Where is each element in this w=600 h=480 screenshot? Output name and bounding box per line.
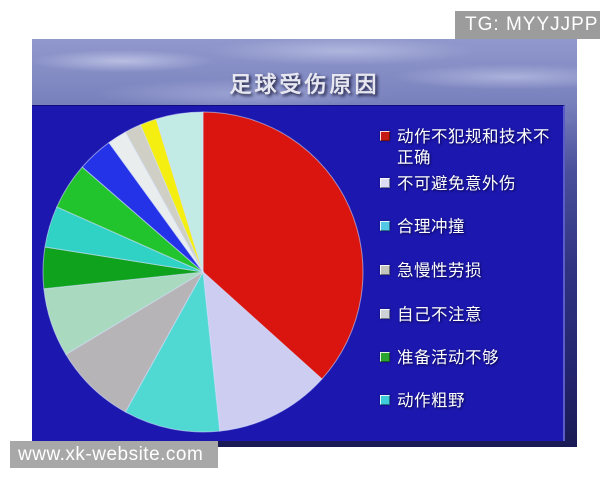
pie-slice-3 [124, 270, 221, 433]
bottom-watermark: www.xk-website.com [10, 441, 218, 468]
pie-slice-2 [202, 270, 323, 432]
legend-color-swatch [380, 265, 390, 275]
legend-item: 准备活动不够 [380, 347, 564, 368]
legend-label: 自己不注意 [397, 305, 482, 324]
legend-label: 不可避免意外伤 [397, 174, 516, 193]
legend-label: 急慢性劳损 [397, 261, 482, 280]
legend-item: 合理冲撞 [380, 216, 564, 237]
chart-area: 动作不犯规和技术不正确 不可避免意外伤 合理冲撞 急慢性劳损 自己不注意 准备活… [32, 105, 565, 441]
legend-label: 准备活动不够 [397, 348, 499, 367]
slide: 足球受伤原因 动作不犯规和技术不正确 不可避免意外伤 合理冲撞 急慢性劳损 [32, 39, 577, 447]
legend-item: 自己不注意 [380, 304, 564, 325]
legend-color-swatch [380, 178, 390, 188]
pie-chart [42, 111, 364, 433]
legend-label: 动作粗野 [397, 391, 465, 410]
legend-item: 急慢性劳损 [380, 260, 564, 281]
legend-color-swatch [380, 309, 390, 319]
legend-label: 动作不犯规和技术不正确 [397, 127, 550, 167]
pie-slice-13 [155, 111, 204, 273]
legend-color-swatch [380, 131, 390, 141]
legend-color-swatch [380, 352, 390, 362]
legend-item: 动作粗野 [380, 390, 564, 411]
pie-legend: 动作不犯规和技术不正确 不可避免意外伤 合理冲撞 急慢性劳损 自己不注意 准备活… [380, 122, 564, 422]
legend-color-swatch [380, 395, 390, 405]
slide-title: 足球受伤原因 [229, 72, 380, 97]
pie-slice-1 [202, 111, 364, 380]
legend-label: 合理冲撞 [397, 217, 465, 236]
top-watermark: TG: MYYJJPP [455, 11, 600, 39]
legend-item: 动作不犯规和技术不正确 [380, 126, 564, 168]
legend-item: 不可避免意外伤 [380, 173, 564, 194]
legend-color-swatch [380, 221, 390, 231]
